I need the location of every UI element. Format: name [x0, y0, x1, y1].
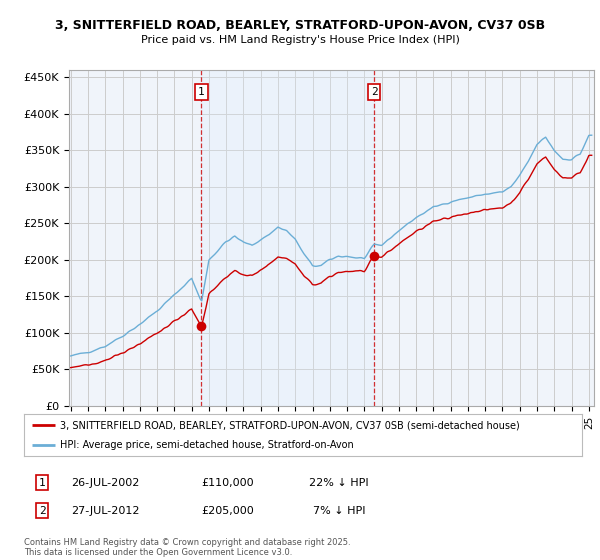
Text: 3, SNITTERFIELD ROAD, BEARLEY, STRATFORD-UPON-AVON, CV37 0SB: 3, SNITTERFIELD ROAD, BEARLEY, STRATFORD… — [55, 18, 545, 32]
Text: HPI: Average price, semi-detached house, Stratford-on-Avon: HPI: Average price, semi-detached house,… — [60, 441, 354, 450]
Text: 27-JUL-2012: 27-JUL-2012 — [71, 506, 139, 516]
Text: Price paid vs. HM Land Registry's House Price Index (HPI): Price paid vs. HM Land Registry's House … — [140, 35, 460, 45]
Text: 2: 2 — [371, 87, 377, 97]
Text: 26-JUL-2002: 26-JUL-2002 — [71, 478, 139, 488]
Text: 7% ↓ HPI: 7% ↓ HPI — [313, 506, 365, 516]
Bar — [202, 70, 374, 406]
Text: Contains HM Land Registry data © Crown copyright and database right 2025.
This d: Contains HM Land Registry data © Crown c… — [24, 538, 350, 557]
Text: 2: 2 — [38, 506, 46, 516]
Text: £205,000: £205,000 — [202, 506, 254, 516]
Text: 1: 1 — [38, 478, 46, 488]
Text: 3, SNITTERFIELD ROAD, BEARLEY, STRATFORD-UPON-AVON, CV37 0SB (semi-detached hous: 3, SNITTERFIELD ROAD, BEARLEY, STRATFORD… — [60, 421, 520, 430]
Text: 22% ↓ HPI: 22% ↓ HPI — [309, 478, 369, 488]
Text: 1: 1 — [198, 87, 205, 97]
Text: £110,000: £110,000 — [202, 478, 254, 488]
